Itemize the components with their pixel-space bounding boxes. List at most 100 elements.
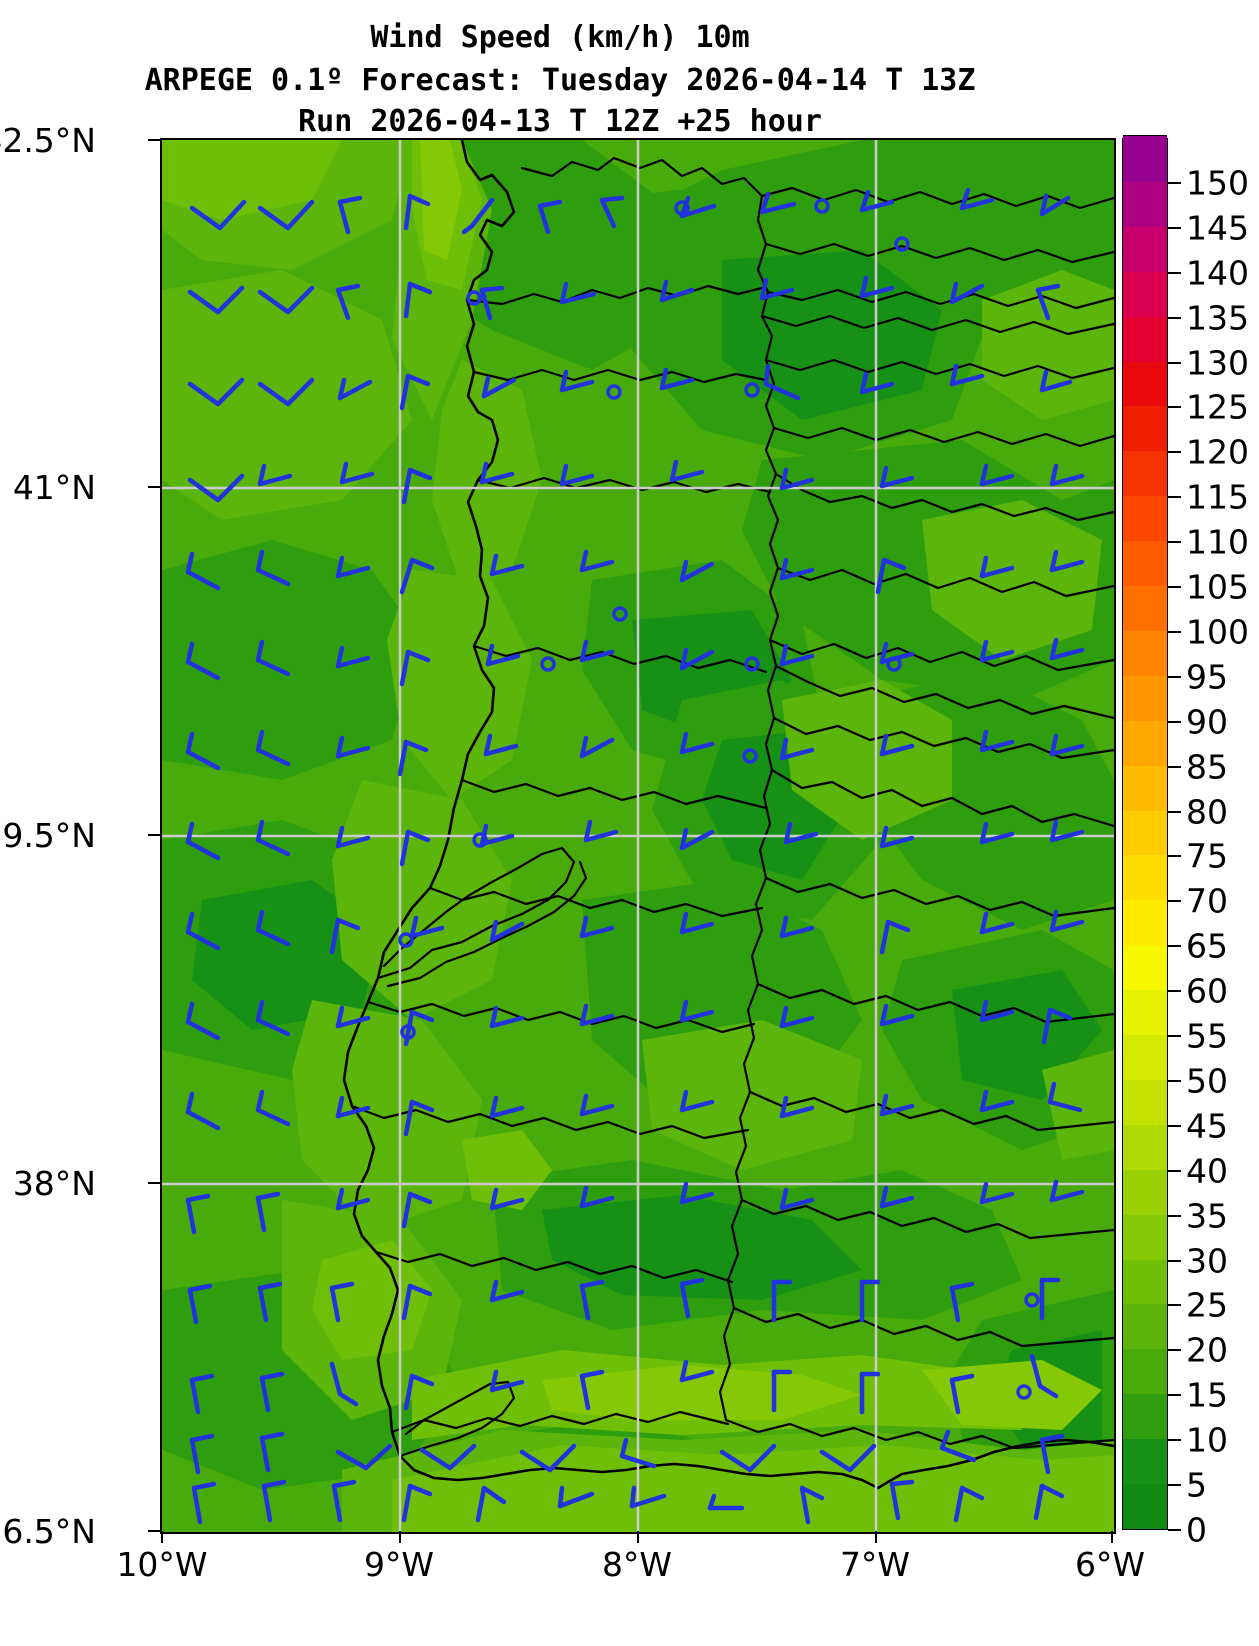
colorbar-segment	[1123, 1078, 1167, 1125]
colorbar-segment	[1123, 449, 1167, 497]
colorbar-tick-label: 65	[1186, 926, 1228, 966]
colorbar-tick-label: 45	[1186, 1106, 1228, 1146]
colorbar-tick	[1168, 1035, 1181, 1038]
colorbar-tick	[1168, 361, 1181, 364]
run-subtitle: Run 2026-04-13 T 12Z +25 hour	[298, 104, 822, 139]
colorbar-tick-label: 95	[1186, 657, 1228, 697]
colorbar-tick-label: 145	[1186, 208, 1249, 248]
colorbar-tick	[1168, 765, 1181, 768]
xlabel-9w: 9°W	[363, 1545, 435, 1584]
colorbar-segment	[1123, 629, 1167, 676]
xlabel-7w: 7°W	[839, 1545, 911, 1584]
xtick-mark	[875, 1531, 877, 1543]
colorbar-tick	[1168, 1214, 1181, 1217]
ytick-mark	[148, 1530, 161, 1532]
colorbar-tick	[1168, 541, 1181, 544]
admin-borders-layer	[350, 156, 1114, 1458]
colorbar-tick-label: 105	[1186, 567, 1249, 607]
colorbar-tick-label: 150	[1186, 163, 1249, 203]
colorbar-tick	[1168, 271, 1181, 274]
colorbar-tick	[1168, 316, 1181, 319]
colorbar[interactable]	[1122, 135, 1168, 1530]
colorbar-tick-label: 100	[1186, 612, 1249, 652]
weather-map-plot[interactable]	[160, 138, 1116, 1534]
colorbar-tick-label: 110	[1186, 522, 1249, 562]
colorbar-tick-label: 5	[1186, 1465, 1207, 1505]
colorbar-segment	[1123, 943, 1167, 991]
colorbar-segment	[1123, 1392, 1167, 1440]
xtick-mark	[161, 1531, 163, 1543]
map-canvas	[162, 140, 1114, 1532]
xtick-mark	[399, 1531, 401, 1543]
colorbar-tick-label: 60	[1186, 971, 1228, 1011]
colorbar-tick	[1168, 1349, 1181, 1352]
colorbar-tick	[1168, 586, 1181, 589]
colorbar-tick-label: 0	[1186, 1510, 1207, 1550]
colorbar-tick-label: 30	[1186, 1241, 1228, 1281]
colorbar-tick	[1168, 720, 1181, 723]
colorbar-segment	[1123, 180, 1167, 227]
colorbar-segment	[1123, 359, 1167, 407]
colorbar-tick	[1168, 630, 1181, 633]
xtick-mark	[637, 1531, 639, 1543]
colorbar-tick	[1168, 1169, 1181, 1172]
page-title: Wind Speed (km/h) 10m	[370, 20, 750, 55]
colorbar-segment	[1123, 270, 1167, 317]
colorbar-segment	[1123, 1347, 1167, 1395]
colorbar-tick-label: 130	[1186, 343, 1249, 383]
colorbar-segment	[1123, 404, 1167, 452]
colorbar-tick	[1168, 1259, 1181, 1262]
colorbar-tick	[1168, 406, 1181, 409]
colorbar-tick	[1168, 1304, 1181, 1307]
chart-title-block: Wind Speed (km/h) 10m ARPEGE 0.1º Foreca…	[0, 0, 1120, 142]
colorbar-segment	[1123, 315, 1167, 362]
colorbar-tick	[1168, 810, 1181, 813]
colorbar-tick-label: 25	[1186, 1285, 1228, 1325]
colorbar-tick	[1168, 1124, 1181, 1127]
forecast-subtitle: ARPEGE 0.1º Forecast: Tuesday 2026-04-14…	[144, 63, 976, 98]
colorbar-segment	[1123, 225, 1167, 272]
colorbar-tick	[1168, 990, 1181, 993]
colorbar-segment	[1123, 1033, 1167, 1080]
gridlines	[162, 140, 1114, 1532]
colorbar-tick-label: 125	[1186, 387, 1249, 427]
colorbar-tick-label: 75	[1186, 836, 1228, 876]
colorbar-segment	[1123, 584, 1167, 631]
ylabel-39-5: 39.5°N	[0, 816, 96, 855]
colorbar-tick	[1168, 1484, 1181, 1487]
colorbar-tick	[1168, 900, 1181, 903]
xlabel-6w: 6°W	[1074, 1545, 1146, 1584]
colorbar-tick-label: 90	[1186, 702, 1228, 742]
colorbar-tick-label: 40	[1186, 1151, 1228, 1191]
colorbar-segment	[1123, 539, 1167, 587]
colorbar-tick	[1168, 496, 1181, 499]
colorbar-tick	[1168, 181, 1181, 184]
colorbar-tick-label: 15	[1186, 1375, 1228, 1415]
ytick-mark	[148, 834, 161, 836]
colorbar-segment	[1123, 1483, 1167, 1529]
colorbar-tick-label: 20	[1186, 1330, 1228, 1370]
colorbar-tick	[1168, 675, 1181, 678]
colorbar-tick	[1168, 1439, 1181, 1442]
colorbar-tick-label: 55	[1186, 1016, 1228, 1056]
colorbar-tick-label: 120	[1186, 432, 1249, 472]
colorbar-segment	[1123, 853, 1167, 901]
xlabel-10w: 10°W	[116, 1545, 208, 1584]
colorbar-tick-label: 115	[1186, 477, 1249, 517]
ylabel-36-5: 36.5°N	[0, 1512, 96, 1551]
colorbar-segment	[1123, 764, 1167, 811]
colorbar-segment	[1123, 1302, 1167, 1350]
colorbar-segment	[1123, 1437, 1167, 1485]
colorbar-segment	[1123, 988, 1167, 1036]
colorbar-tick-label: 50	[1186, 1061, 1228, 1101]
colorbar-segment	[1123, 494, 1167, 542]
colorbar-segment	[1123, 808, 1167, 856]
colorbar-segment	[1123, 674, 1167, 721]
colorbar-segment	[1123, 898, 1167, 946]
ylabel-42-5: 42.5°N	[0, 121, 96, 160]
xtick-mark	[1111, 1531, 1113, 1543]
colorbar-tick	[1168, 1529, 1181, 1531]
colorbar-tick	[1168, 1394, 1181, 1397]
ytick-mark	[148, 139, 161, 141]
calm-station-markers	[398, 198, 1040, 1400]
